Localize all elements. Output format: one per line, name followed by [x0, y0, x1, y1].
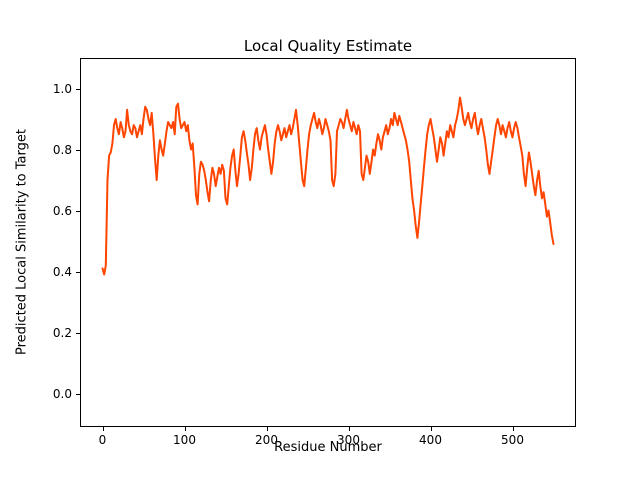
x-tick-mark	[102, 427, 104, 431]
x-tick-label: 200	[255, 433, 278, 447]
x-tick-mark	[430, 427, 432, 431]
plot-frame	[80, 58, 576, 427]
x-tick-label: 100	[173, 433, 196, 447]
y-tick-label: 0.2	[52, 325, 72, 340]
y-tick-label: 0.4	[52, 264, 72, 279]
y-tick-label: 0.8	[52, 142, 72, 157]
y-tick-label: 0.6	[52, 203, 72, 218]
y-tick-mark	[76, 271, 80, 273]
y-axis-label: Predicted Local Similarity to Target	[14, 129, 30, 355]
x-tick-mark	[184, 427, 186, 431]
y-tick-label: 0.0	[52, 386, 72, 401]
y-tick-mark	[76, 88, 80, 90]
x-tick-mark	[348, 427, 350, 431]
plot-area	[80, 58, 576, 427]
x-tick-mark	[266, 427, 268, 431]
x-tick-label: 500	[501, 433, 524, 447]
chart-title: Local Quality Estimate	[243, 37, 413, 55]
y-tick-mark	[76, 332, 80, 334]
y-tick-mark	[76, 393, 80, 395]
y-tick-mark	[76, 149, 80, 151]
y-tick-mark	[76, 210, 80, 212]
x-axis-label: Residue Number	[274, 440, 382, 455]
x-tick-label: 300	[337, 433, 360, 447]
x-tick-mark	[512, 427, 514, 431]
y-tick-label: 1.0	[52, 81, 72, 96]
x-tick-label: 0	[98, 433, 107, 447]
plot-svg	[80, 58, 576, 427]
x-tick-label: 400	[419, 433, 442, 447]
quality-line	[101, 96, 555, 276]
